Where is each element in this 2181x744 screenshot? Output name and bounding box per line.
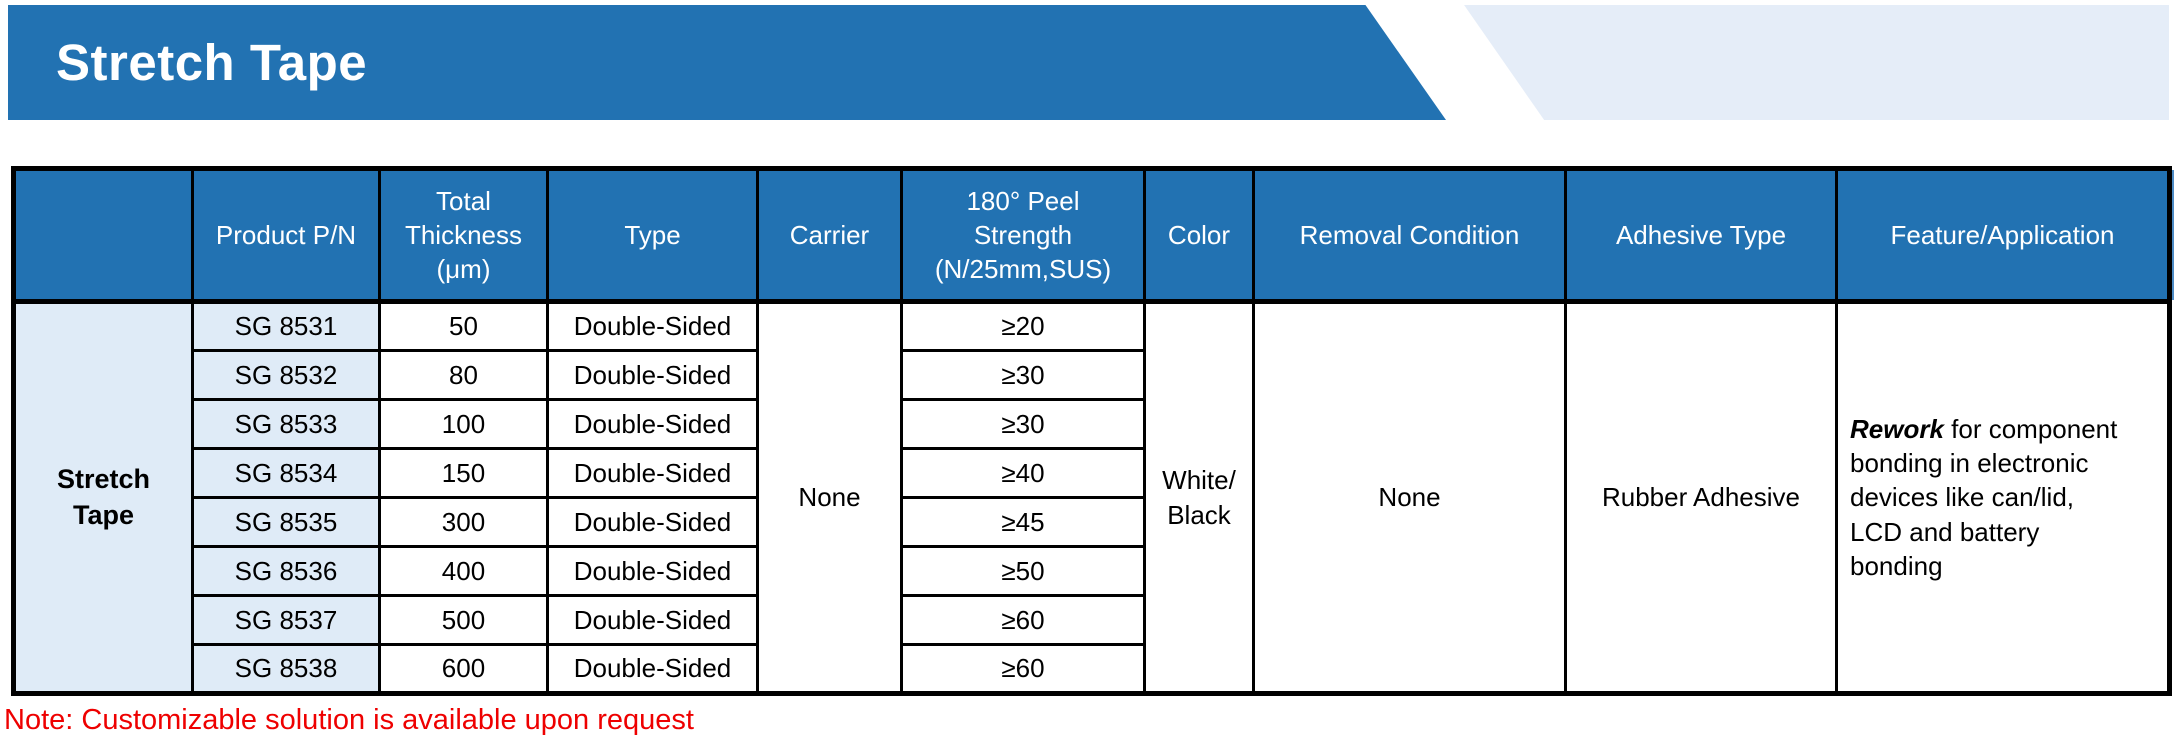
- peel-strength-cell: ≥45: [900, 496, 1146, 548]
- type-cell: Double-Sided: [546, 496, 759, 548]
- table-row: SG 8532 80 Double-Sided ≥30: [14, 349, 2170, 401]
- type-cell: Double-Sided: [546, 349, 759, 401]
- thickness-cell: 600: [378, 643, 549, 695]
- header-cell-peel-strength: 180° Peel Strength (N/25mm,SUS): [900, 167, 1146, 304]
- header-cell-adhesive-type: Adhesive Type: [1564, 167, 1838, 304]
- peel-strength-cell: ≥60: [900, 594, 1146, 646]
- peel-strength-cell: ≥50: [900, 545, 1146, 597]
- thickness-cell: 500: [378, 594, 549, 646]
- table-row: SG 8537 500 Double-Sided ≥60: [14, 594, 2170, 646]
- table-row: SG 8538 600 Double-Sided ≥60: [14, 643, 2170, 695]
- table-row: SG 8533 100 Double-Sided ≥30: [14, 398, 2170, 450]
- product-pn-cell: SG 8538: [191, 643, 381, 695]
- removal-condition-cell: None: [1252, 300, 1567, 695]
- product-pn-cell: SG 8532: [191, 349, 381, 401]
- table-row: SG 8536 400 Double-Sided ≥50: [14, 545, 2170, 597]
- feature-highlight-text: Rework: [1850, 413, 1944, 444]
- peel-strength-cell: ≥30: [900, 398, 1146, 450]
- spec-table: Product P/N Total Thickness (μm) Type Ca…: [11, 166, 2172, 696]
- header-cell-carrier: Carrier: [756, 167, 903, 304]
- feature-rest-text: for component bonding in electronic devi…: [1850, 413, 2118, 581]
- type-cell: Double-Sided: [546, 398, 759, 450]
- page-title: Stretch Tape: [56, 34, 368, 91]
- table-row: Stretch Tape SG 8531 50 Double-Sided Non…: [12, 300, 2171, 695]
- adhesive-type-cell: Rubber Adhesive: [1564, 300, 1838, 695]
- type-cell: Double-Sided: [546, 594, 759, 646]
- feature-application-cell: Rework for component bonding in electron…: [1835, 300, 2171, 695]
- carrier-cell: None: [756, 300, 903, 695]
- product-pn-cell: SG 8534: [191, 447, 381, 499]
- peel-strength-cell: ≥60: [900, 643, 1146, 695]
- type-cell: Double-Sided: [546, 300, 759, 352]
- thickness-cell: 400: [378, 545, 549, 597]
- type-cell: Double-Sided: [546, 545, 759, 597]
- header-cell-total-thickness: Total Thickness (μm): [378, 167, 549, 304]
- header-row: Product P/N Total Thickness (μm) Type Ca…: [12, 167, 2171, 304]
- peel-strength-cell: ≥40: [900, 447, 1146, 499]
- color-cell: White/ Black: [1143, 300, 1255, 695]
- product-pn-cell: SG 8535: [191, 496, 381, 548]
- header-cell-feature-application: Feature/Application: [1835, 167, 2171, 304]
- thickness-cell: 150: [378, 447, 549, 499]
- note-text: Note: Customizable solution is available…: [4, 704, 694, 736]
- peel-strength-cell: ≥20: [900, 300, 1146, 352]
- header-cell-color: Color: [1143, 167, 1255, 304]
- thickness-cell: 80: [378, 349, 549, 401]
- thickness-cell: 300: [378, 496, 549, 548]
- type-cell: Double-Sided: [546, 447, 759, 499]
- header-cell-removal-condition: Removal Condition: [1252, 167, 1567, 304]
- thickness-cell: 50: [378, 300, 549, 352]
- header-cell-blank: [12, 167, 194, 304]
- thickness-cell: 100: [378, 398, 549, 450]
- table-row: SG 8535 300 Double-Sided ≥45: [14, 496, 2170, 548]
- product-pn-cell: SG 8537: [191, 594, 381, 646]
- product-pn-cell: SG 8531: [191, 300, 381, 352]
- product-pn-cell: SG 8536: [191, 545, 381, 597]
- type-cell: Double-Sided: [546, 643, 759, 695]
- banner-accent: [1464, 5, 2169, 120]
- table-row: SG 8534 150 Double-Sided ≥40: [14, 447, 2170, 499]
- header-cell-product-pn: Product P/N: [191, 167, 381, 304]
- header-cell-type: Type: [546, 167, 759, 304]
- peel-strength-cell: ≥30: [900, 349, 1146, 401]
- product-pn-cell: SG 8533: [191, 398, 381, 450]
- banner: [8, 5, 1446, 120]
- row-label-cell: Stretch Tape: [12, 300, 194, 695]
